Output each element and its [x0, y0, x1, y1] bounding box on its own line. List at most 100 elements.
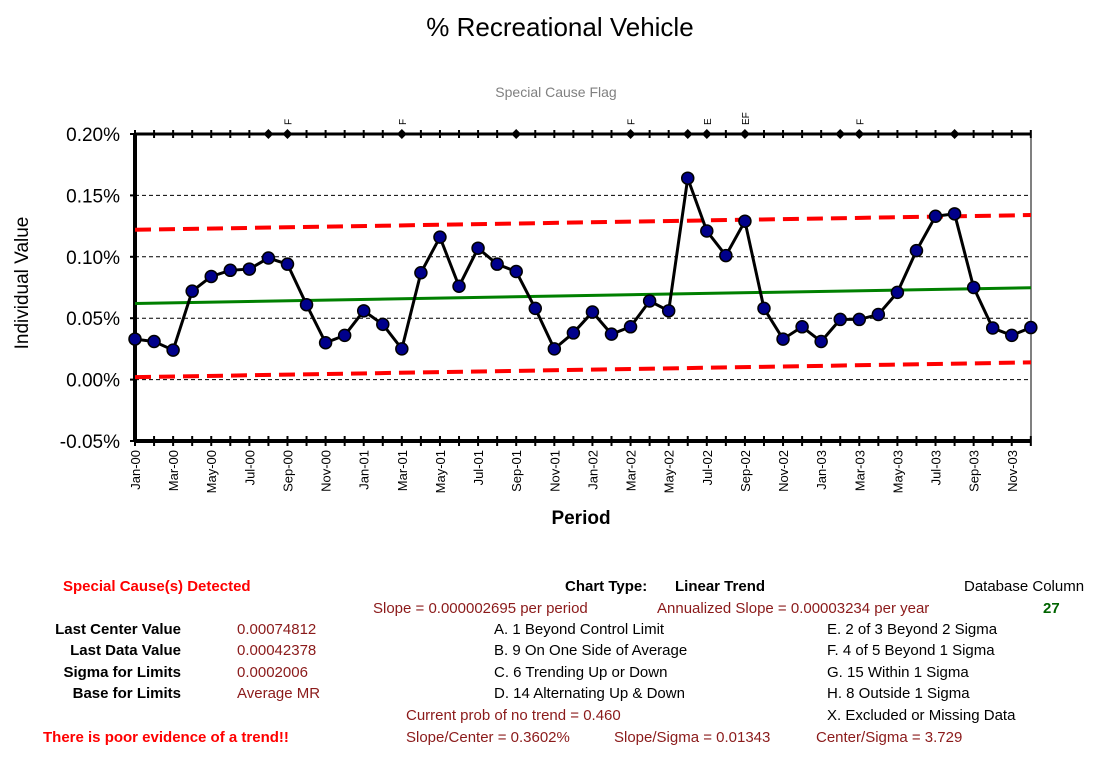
- x-tick-label: Mar-01: [395, 450, 410, 491]
- base-value: Average MR: [237, 685, 321, 702]
- x-tick-label: Nov-02: [776, 450, 791, 492]
- flag-marker: [701, 129, 712, 139]
- flag-label: EF: [741, 112, 752, 125]
- x-tick-label: May-01: [433, 450, 448, 493]
- data-point: [280, 257, 295, 271]
- data-point: [680, 171, 695, 185]
- y-axis-label: Individual Value: [12, 217, 33, 350]
- last-center-label: Last Center Value: [55, 621, 181, 638]
- rule-b: B. 9 On One Side of Average: [494, 642, 688, 659]
- data-point: [318, 336, 333, 350]
- data-point: [566, 326, 581, 340]
- data-point: [719, 248, 733, 263]
- flag-marker: [835, 129, 846, 139]
- rule-c: C. 6 Trending Up or Down: [494, 664, 668, 681]
- data-point: [242, 262, 257, 276]
- last-center-value: 0.00074812: [237, 621, 317, 638]
- x-tick-label: Sep-02: [738, 450, 753, 492]
- rule-f: F. 4 of 5 Beyond 1 Sigma: [827, 642, 995, 659]
- data-point: [871, 307, 886, 322]
- x-tick-label: Mar-03: [852, 450, 867, 491]
- data-point: [966, 280, 981, 295]
- data-point: [604, 327, 619, 341]
- data-point: [852, 312, 867, 327]
- data-point: [700, 224, 714, 238]
- data-point: [623, 320, 638, 334]
- data-point: [738, 214, 752, 228]
- data-point: [661, 304, 676, 318]
- x-tick-label: May-03: [890, 450, 905, 493]
- data-point: [585, 305, 600, 319]
- chart-type-value: Linear Trend: [675, 578, 766, 595]
- x-tick-label: Jan-00: [128, 450, 143, 490]
- x-axis-label: Period: [551, 508, 610, 529]
- x-tick-label: Jul-03: [929, 450, 944, 485]
- flag-label: F: [283, 119, 294, 125]
- data-point: [985, 321, 1000, 335]
- prob-no-trend: Current prob of no trend = 0.460: [406, 707, 621, 724]
- flag-marker: [625, 129, 636, 139]
- data-point: [947, 207, 962, 221]
- rule-g: G. 15 Within 1 Sigma: [827, 664, 969, 681]
- base-label: Base for Limits: [72, 685, 181, 702]
- data-point: [547, 342, 562, 356]
- flag-marker: [682, 129, 693, 139]
- data-point: [452, 279, 466, 294]
- data-point: [928, 209, 943, 224]
- data-point: [509, 264, 523, 279]
- data-point: [261, 251, 276, 265]
- data-point: [414, 266, 428, 280]
- data-point: [376, 317, 390, 332]
- x-tick-label: May-02: [662, 450, 677, 493]
- x-tick-label: Jan-01: [357, 450, 372, 490]
- database-column-value: 27: [1043, 600, 1060, 617]
- x-tick-label: Sep-03: [967, 450, 982, 492]
- x-tick-label: Jul-00: [242, 450, 257, 485]
- upper-control-limit: [134, 213, 1032, 232]
- y-tick-label: -0.05%: [60, 432, 120, 453]
- data-point: [185, 284, 199, 298]
- data-point: [356, 304, 371, 318]
- sigma-value: 0.0002006: [237, 664, 308, 681]
- center-sigma: Center/Sigma = 3.729: [816, 729, 963, 746]
- flag-marker: [949, 129, 960, 139]
- annualized-slope-text: Annualized Slope = 0.00003234 per year: [657, 600, 930, 617]
- x-tick-label: Sep-01: [509, 450, 524, 492]
- data-point: [299, 297, 314, 312]
- rule-h: H. 8 Outside 1 Sigma: [827, 685, 970, 702]
- data-point: [128, 332, 142, 346]
- data-point: [890, 285, 905, 300]
- data-point: [1024, 320, 1038, 335]
- flag-marker: [282, 129, 293, 139]
- data-point: [471, 241, 485, 255]
- x-tick-label: Nov-00: [319, 450, 334, 492]
- y-tick-label: 0.00%: [66, 371, 120, 392]
- flag-marker: [854, 129, 865, 139]
- data-point: [833, 312, 847, 327]
- rule-x: X. Excluded or Missing Data: [827, 707, 1016, 724]
- x-tick-label: Jul-01: [471, 450, 486, 485]
- data-point: [337, 328, 352, 343]
- rule-e: E. 2 of 3 Beyond 2 Sigma: [827, 621, 998, 638]
- data-point: [814, 334, 828, 349]
- x-tick-label: Sep-00: [280, 450, 295, 492]
- data-point: [757, 301, 771, 316]
- chart-type-label: Chart Type:: [565, 578, 648, 595]
- last-data-value: 0.00042378: [237, 642, 317, 659]
- x-tick-label: Mar-00: [166, 450, 181, 491]
- y-tick-label: 0.05%: [66, 309, 120, 330]
- x-tick-label: Jan-02: [585, 450, 600, 490]
- flag-label: F: [855, 119, 866, 125]
- flag-label: E: [703, 118, 714, 125]
- flag-marker: [263, 129, 274, 139]
- flag-label: F: [398, 119, 409, 125]
- data-point: [528, 301, 543, 316]
- x-tick-label: May-00: [204, 450, 219, 493]
- trend-evidence-text: There is poor evidence of a trend!!: [43, 729, 289, 746]
- lower-control-limit: [134, 360, 1032, 380]
- flag-label: F: [627, 119, 638, 125]
- chart-title: % Recreational Vehicle: [426, 12, 693, 42]
- sigma-label: Sigma for Limits: [63, 664, 181, 681]
- special-cause-flag-title: Special Cause Flag: [495, 84, 616, 100]
